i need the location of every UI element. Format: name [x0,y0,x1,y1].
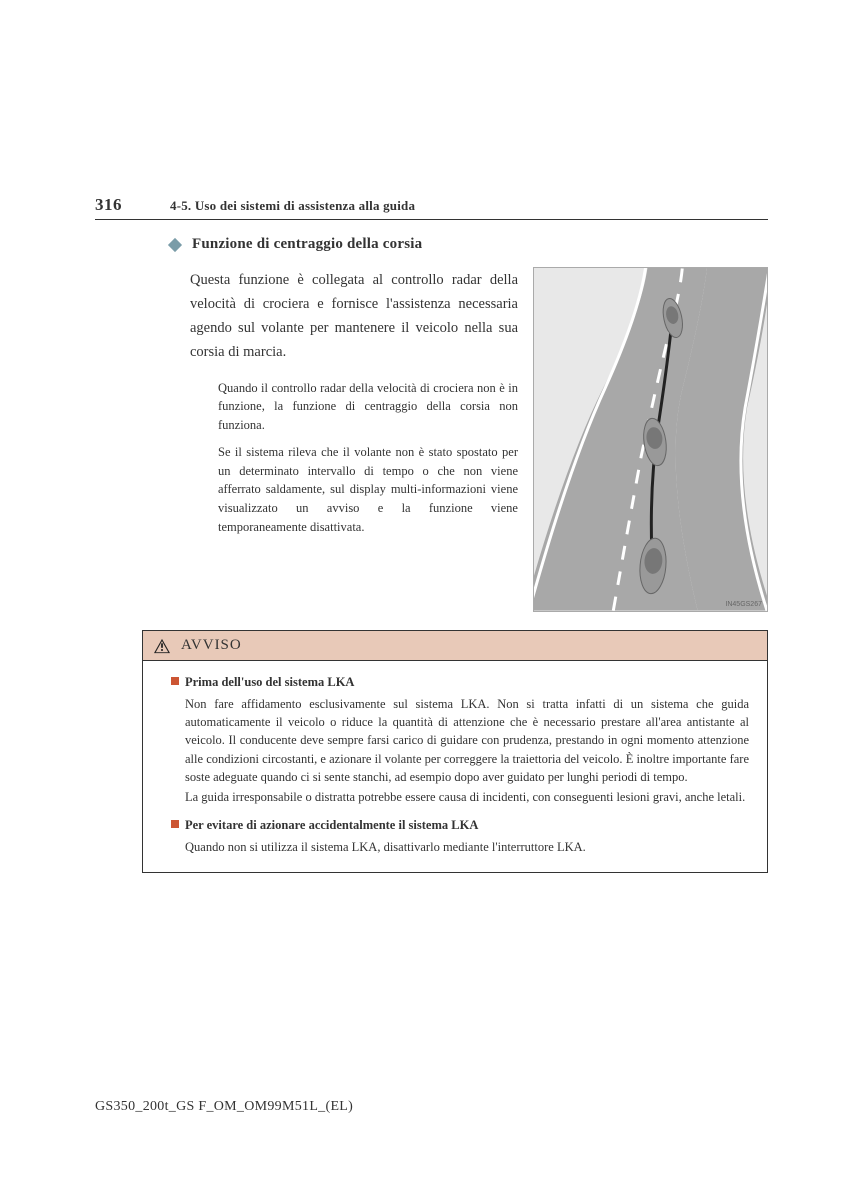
warning-body: Prima dell'uso del sistema LKA Non fare … [143,661,767,872]
warning-item-1-title: Prima dell'uso del sistema LKA [171,673,749,691]
page-header: 316 4-5. Uso dei sistemi di assistenza a… [95,195,768,220]
warning-item-1-text2: La guida irresponsabile o distratta potr… [185,788,749,806]
section-title: Funzione di centraggio della corsia [192,236,422,253]
header-section-title: 4-5. Uso dei sistemi di assistenza alla … [170,198,415,214]
warning-item-2-text: Quando non si utilizza il sistema LKA, d… [185,838,749,856]
sub-paragraph-1: Quando il controllo radar della velocità… [218,379,518,435]
intro-paragraph: Questa funzione è collegata al controllo… [190,269,518,365]
warning-label: AVVISO [181,637,242,654]
content-text-column: Questa funzione è collegata al controllo… [190,267,518,612]
section-heading: Funzione di centraggio della corsia [170,236,768,253]
lane-diagram: IN45GS267 [533,267,768,612]
diagram-code: IN45GS267 [725,601,762,608]
sub-paragraph-2: Se il sistema rileva che il volante non … [218,443,518,537]
content-row: Questa funzione è collegata al controllo… [190,267,768,612]
warning-item-1-title-text: Prima dell'uso del sistema LKA [185,673,354,691]
warning-item-2-title: Per evitare di azionare accidentalmente … [171,816,749,834]
warning-item-2-title-text: Per evitare di azionare accidentalmente … [185,816,478,834]
footer-document-code: GS350_200t_GS F_OM_OM99M51L_(EL) [95,1099,353,1115]
warning-triangle-icon [153,638,171,654]
manual-page: 316 4-5. Uso dei sistemi di assistenza a… [0,0,848,873]
lane-diagram-svg [534,268,767,611]
page-number: 316 [95,195,122,215]
warning-box: AVVISO Prima dell'uso del sistema LKA No… [142,630,768,873]
red-square-icon [171,820,179,828]
warning-item-1-text: Non fare affidamento esclusivamente sul … [185,695,749,786]
diamond-bullet-icon [168,237,182,251]
warning-header: AVVISO [143,631,767,661]
red-square-icon [171,677,179,685]
